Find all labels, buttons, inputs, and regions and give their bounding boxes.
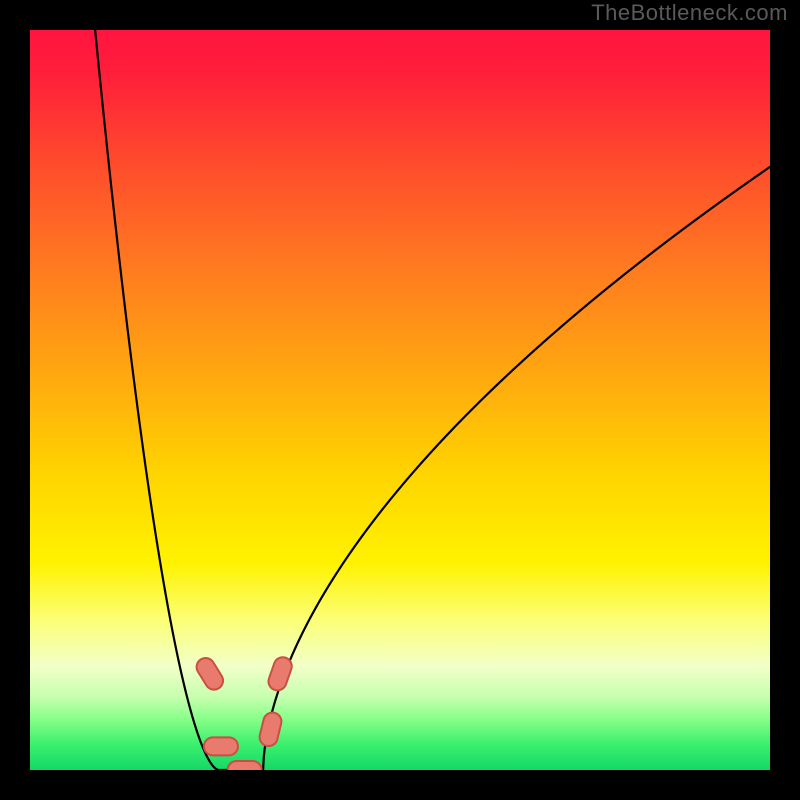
- gradient-background: [30, 30, 770, 770]
- curve-marker: [204, 737, 238, 755]
- watermark-text: TheBottleneck.com: [591, 0, 788, 26]
- chart-container: { "watermark": { "text": "TheBottleneck.…: [0, 0, 800, 800]
- bottleneck-chart-svg: [0, 0, 800, 800]
